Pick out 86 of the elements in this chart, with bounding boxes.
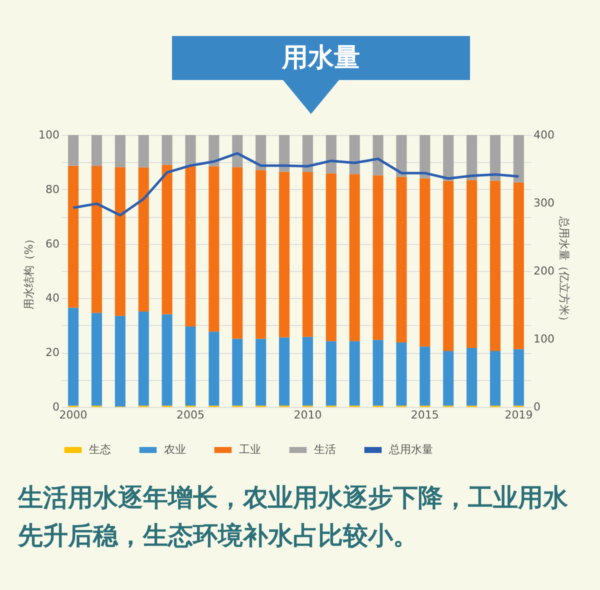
bar	[490, 180, 501, 351]
bar	[466, 348, 478, 406]
bar	[396, 342, 407, 406]
bar	[326, 341, 336, 406]
bar	[256, 135, 266, 170]
x-tick-label: 2010	[294, 408, 322, 422]
bar	[396, 176, 407, 343]
bar	[302, 172, 313, 337]
bar	[279, 135, 290, 172]
bar	[114, 135, 126, 168]
line-series	[72, 152, 520, 216]
y-tick-label: 60	[46, 237, 60, 250]
bar	[513, 349, 524, 406]
bar	[91, 166, 102, 313]
bar	[208, 332, 220, 406]
bar	[91, 312, 102, 406]
x-tick-label: 2000	[59, 408, 88, 422]
bar	[114, 167, 126, 316]
bar	[138, 135, 149, 168]
bar	[185, 135, 196, 166]
text: 生活用水逐年增长，农业用水逐步下降，工业用水先升后稳，生态环境补水占比较小。	[18, 482, 569, 552]
bar	[443, 350, 454, 406]
bar	[162, 135, 172, 165]
y-tick-label: 40	[46, 292, 60, 305]
bar	[372, 175, 384, 340]
bar	[91, 135, 102, 166]
bar	[68, 166, 79, 308]
legend-label: 总用水量	[388, 443, 433, 456]
y-tick-label: 80	[46, 182, 60, 196]
chart-title: 用水量	[172, 36, 470, 80]
legend-label: 生态	[89, 443, 111, 456]
bar	[466, 180, 478, 348]
bar	[349, 174, 360, 342]
bar	[372, 340, 384, 406]
bar	[349, 135, 360, 174]
bar	[68, 135, 79, 166]
bar	[138, 312, 149, 406]
bar	[420, 346, 430, 406]
bar	[232, 135, 243, 168]
bar	[302, 135, 313, 172]
bar	[208, 166, 220, 332]
y-axis-title: 用水结构（%）	[22, 233, 36, 310]
bar	[162, 164, 172, 314]
bar	[114, 316, 126, 406]
bar	[256, 170, 266, 339]
bar	[326, 135, 336, 174]
bar	[279, 337, 290, 406]
x-tick-label: 2015	[410, 408, 439, 422]
y2-tick-label: 400	[534, 128, 554, 142]
y2-tick-label: 200	[534, 264, 554, 278]
bar	[232, 338, 243, 406]
y-tick-label: 100	[38, 128, 60, 142]
bar	[420, 178, 430, 347]
x-tick-label: 2005	[176, 408, 205, 422]
bar	[372, 135, 384, 176]
bar	[466, 135, 478, 180]
bar	[443, 180, 454, 351]
bar	[490, 350, 501, 406]
y2-tick-label: 300	[534, 196, 554, 210]
bar	[490, 135, 501, 181]
bar	[326, 173, 336, 342]
y2-tick-label: 0	[534, 400, 540, 414]
legend-label: 工业	[239, 443, 261, 456]
bar	[443, 135, 454, 181]
y2-tick-label: 100	[534, 332, 554, 346]
bar	[396, 135, 407, 177]
legend-label: 农业	[164, 443, 186, 456]
bar	[185, 166, 196, 326]
bar	[208, 135, 220, 166]
y2-axis-title: 总用水量（亿立方米）	[557, 216, 570, 326]
bar	[349, 341, 360, 406]
bar	[162, 314, 172, 406]
bar	[513, 182, 524, 350]
bar	[185, 326, 196, 406]
bar	[513, 135, 524, 182]
bar	[279, 172, 290, 338]
bar	[232, 167, 243, 339]
x-tick-label: 2019	[504, 408, 533, 422]
legend-label: 生活	[314, 443, 336, 456]
bar	[256, 338, 266, 406]
bar	[420, 135, 430, 178]
bar	[68, 308, 79, 406]
bar	[302, 336, 313, 406]
bar	[138, 167, 149, 312]
y-tick-label: 20	[46, 346, 60, 360]
y-tick-label: 0	[52, 400, 60, 414]
